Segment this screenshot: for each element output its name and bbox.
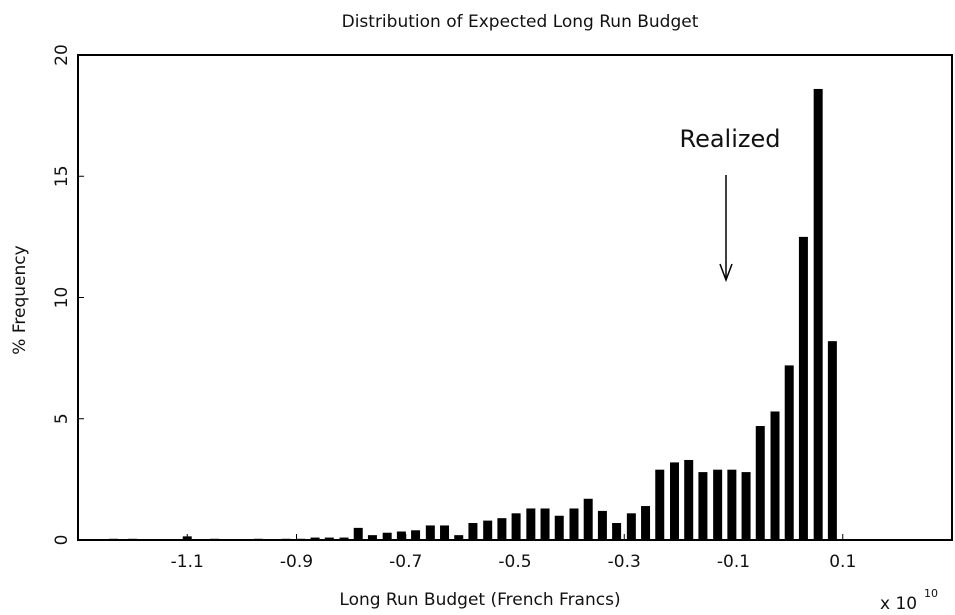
bar [813, 88, 823, 540]
bar [210, 538, 220, 540]
bar [483, 520, 493, 540]
bar [396, 531, 406, 540]
y-tick-label: 15 [52, 165, 72, 187]
bar [670, 462, 680, 540]
bar [353, 527, 363, 540]
bar [310, 537, 320, 540]
bar [367, 535, 377, 540]
bar [526, 508, 536, 540]
y-tick-label: 0 [52, 535, 72, 546]
bar [425, 525, 435, 540]
bar [741, 472, 751, 540]
bar [827, 341, 837, 540]
x-tick-label: 0.1 [829, 552, 856, 572]
x-tick-label: -0.7 [389, 552, 422, 572]
bar [253, 538, 263, 540]
bar [626, 513, 636, 540]
bar [382, 532, 392, 540]
bar [296, 538, 306, 540]
bar [440, 525, 450, 540]
bar [770, 411, 780, 540]
bar [612, 523, 622, 540]
bar [511, 513, 521, 540]
bar [281, 538, 291, 540]
bar [128, 538, 138, 540]
bar [540, 508, 550, 540]
y-tick-label: 5 [52, 413, 72, 424]
bar [713, 469, 723, 540]
bar [554, 515, 564, 540]
bar [655, 469, 665, 540]
x-tick-label: -0.9 [280, 552, 313, 572]
bar [755, 426, 765, 540]
bar [784, 365, 794, 540]
annotation: Realized [679, 125, 780, 153]
bar [454, 535, 464, 540]
bar [641, 506, 651, 540]
x-tick-label: -1.1 [171, 552, 204, 572]
x-tick-label: -0.3 [608, 552, 641, 572]
chart-title: Distribution of Expected Long Run Budget [342, 12, 699, 32]
annotation-arrowhead [719, 263, 733, 283]
bar [339, 537, 349, 540]
x-scale-base: x 10 [880, 594, 917, 614]
x-tick-label: -0.5 [498, 552, 531, 572]
bar [411, 530, 421, 540]
x-tick-label: -0.1 [717, 552, 750, 572]
bar [727, 469, 737, 540]
x-axis-label: Long Run Budget (French Francs) [339, 590, 620, 610]
bar [497, 518, 507, 540]
y-axis-label: % Frequency [10, 245, 30, 354]
bar [182, 536, 192, 540]
bar [324, 537, 334, 540]
bar [583, 498, 593, 540]
bar [798, 236, 808, 540]
bar [109, 538, 119, 540]
bar [468, 523, 478, 540]
y-tick-label: 10 [52, 287, 72, 309]
bar [698, 472, 708, 540]
y-tick-label: 20 [52, 44, 72, 66]
bar [597, 510, 607, 540]
bar [684, 459, 694, 540]
bar [569, 508, 579, 540]
x-scale-exponent: 10 [924, 587, 938, 600]
